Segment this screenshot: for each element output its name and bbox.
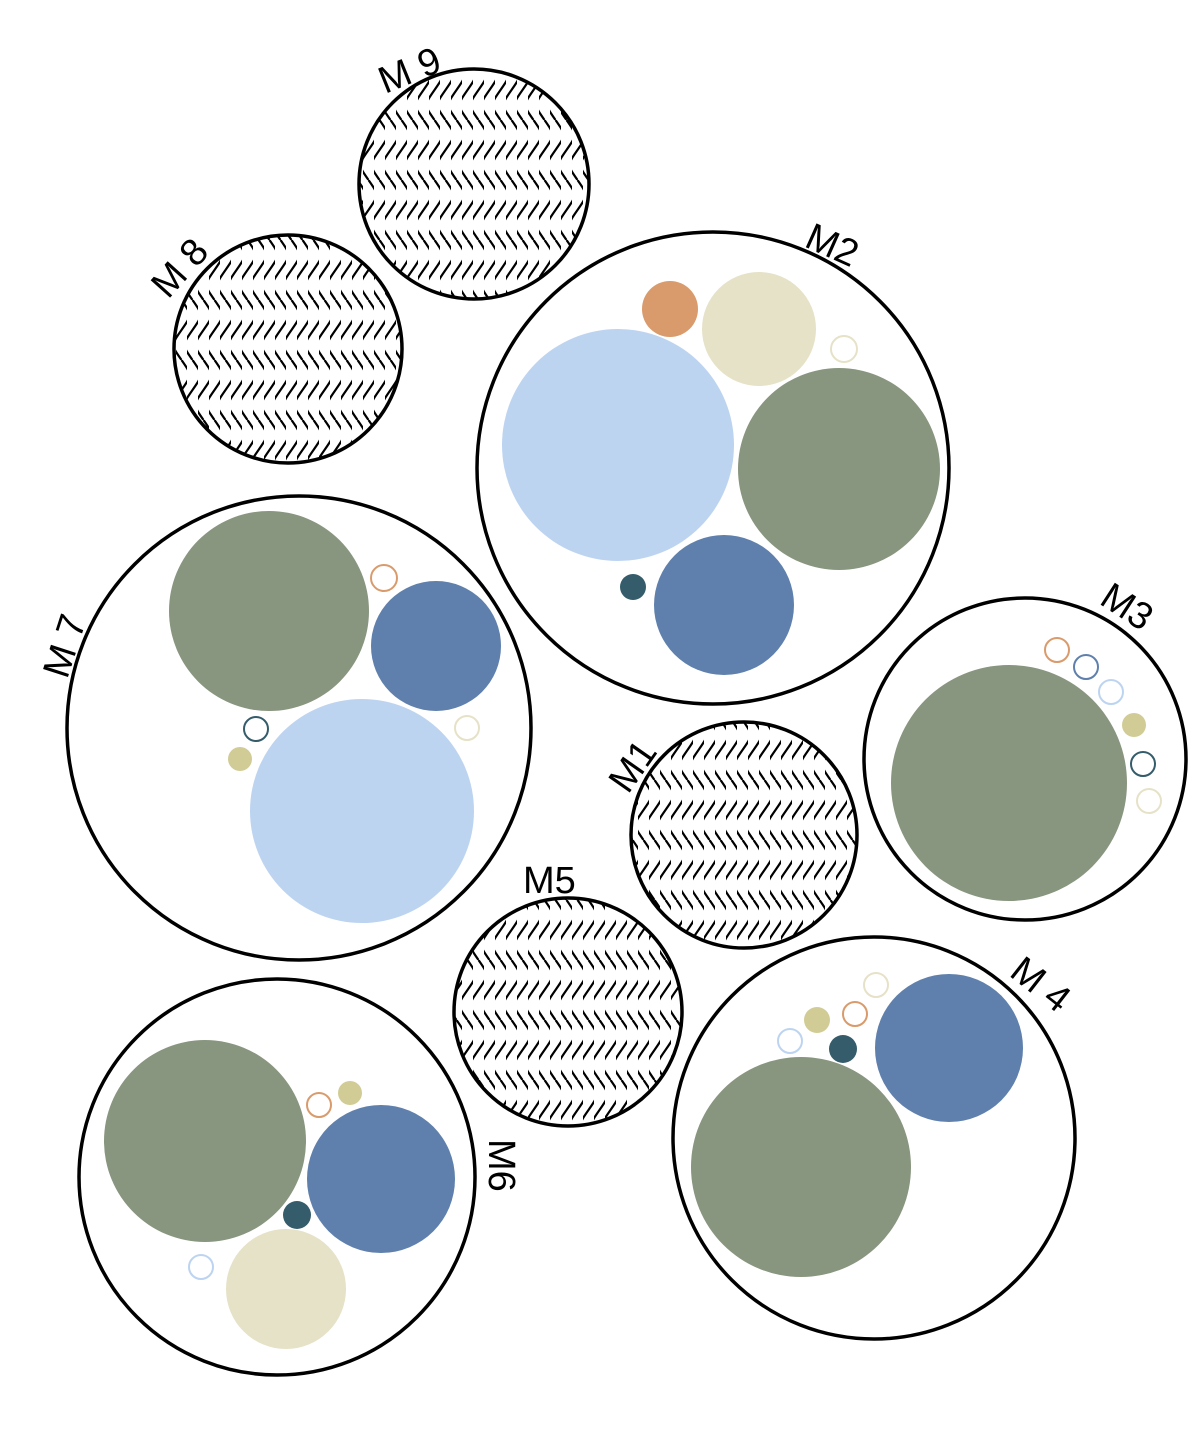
group-M2: M2: [475, 216, 951, 706]
M6-olive-dot: [338, 1081, 362, 1105]
M2-steel-blue-circle: [654, 535, 794, 675]
group-M1: M1: [601, 720, 859, 950]
M7-steel-blue-circle: [371, 581, 501, 711]
M6-orange-ring: [306, 1092, 332, 1118]
group-M6-label: M6: [480, 1139, 522, 1192]
M1-wave-hatch-fill: [631, 722, 857, 948]
group-M9-outline: [357, 67, 591, 301]
M4-steel-blue-circle: [875, 974, 1023, 1122]
M3-steel-blue-ring: [1073, 654, 1099, 680]
M3-dark-teal-ring: [1130, 751, 1156, 777]
M7-dark-teal-ring: [243, 716, 269, 742]
group-M1-outline: [629, 720, 859, 950]
group-M5: M5: [452, 860, 684, 1128]
M2-dark-teal-dot: [620, 574, 646, 600]
M4-dark-teal-dot: [829, 1035, 857, 1063]
M7-orange-ring: [370, 564, 398, 592]
group-M6: M6: [77, 977, 522, 1377]
M2-sage-circle: [738, 368, 940, 570]
group-M5-outline: [452, 896, 684, 1128]
M8-wave-hatch-fill: [174, 235, 402, 463]
M4-orange-ring: [842, 1001, 868, 1027]
M4-cream-ring: [863, 972, 889, 998]
M3-orange-ring: [1044, 637, 1070, 663]
group-M5-label: M5: [523, 860, 576, 902]
group-M8-outline: [172, 233, 404, 465]
M4-sage-circle: [691, 1057, 911, 1277]
M4-olive-dot: [804, 1007, 830, 1033]
M3-light-blue-ring: [1098, 679, 1124, 705]
M2-orange-circle: [642, 281, 698, 337]
M6-cream-circle: [226, 1229, 346, 1349]
M2-light-blue-circle: [502, 329, 734, 561]
M7-olive-dot: [228, 747, 252, 771]
M4-light-blue-ring: [777, 1028, 803, 1054]
M6-steel-blue-circle: [307, 1105, 455, 1253]
group-M7: M 7: [36, 494, 533, 962]
M3-olive-dot: [1122, 713, 1146, 737]
M6-dark-teal-dot: [283, 1201, 311, 1229]
group-M4: M 4: [671, 935, 1078, 1341]
M6-light-blue-ring: [188, 1254, 214, 1280]
group-M9: M 9: [357, 40, 591, 301]
M9-wave-hatch-fill: [359, 69, 589, 299]
M3-cream-ring: [1136, 788, 1162, 814]
group-M3: M3: [862, 575, 1188, 922]
M7-light-blue-circle: [250, 699, 474, 923]
group-M8: M 8: [143, 231, 404, 465]
M7-cream-ring: [454, 715, 480, 741]
M5-wave-hatch-fill: [454, 898, 682, 1126]
M3-sage-circle: [891, 665, 1127, 901]
M6-sage-circle: [104, 1040, 306, 1242]
M2-cream-ring: [830, 335, 858, 363]
M7-sage-circle: [169, 511, 369, 711]
M2-cream-circle: [702, 272, 816, 386]
